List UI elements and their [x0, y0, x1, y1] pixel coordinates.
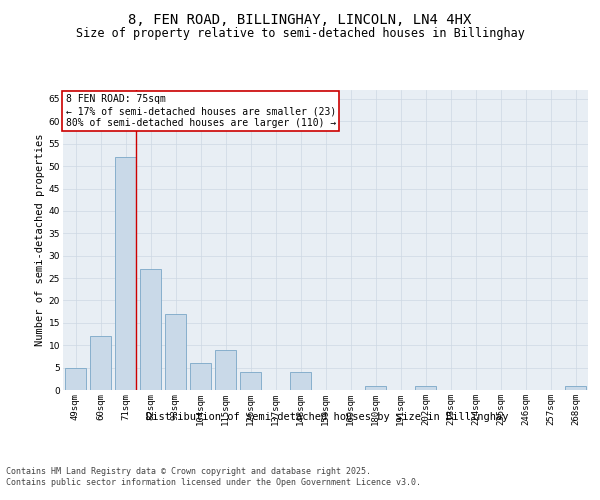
- Bar: [565, 386, 586, 390]
- Bar: [215, 350, 236, 390]
- Bar: [140, 269, 161, 390]
- Bar: [290, 372, 311, 390]
- Text: Size of property relative to semi-detached houses in Billinghay: Size of property relative to semi-detach…: [76, 28, 524, 40]
- Bar: [65, 368, 86, 390]
- Bar: [415, 386, 436, 390]
- Text: 8, FEN ROAD, BILLINGHAY, LINCOLN, LN4 4HX: 8, FEN ROAD, BILLINGHAY, LINCOLN, LN4 4H…: [128, 12, 472, 26]
- Bar: [240, 372, 261, 390]
- Text: Contains HM Land Registry data © Crown copyright and database right 2025.
Contai: Contains HM Land Registry data © Crown c…: [6, 468, 421, 487]
- Bar: [115, 157, 136, 390]
- Text: Distribution of semi-detached houses by size in Billinghay: Distribution of semi-detached houses by …: [146, 412, 508, 422]
- Bar: [365, 386, 386, 390]
- Text: 8 FEN ROAD: 75sqm
← 17% of semi-detached houses are smaller (23)
80% of semi-det: 8 FEN ROAD: 75sqm ← 17% of semi-detached…: [65, 94, 336, 128]
- Y-axis label: Number of semi-detached properties: Number of semi-detached properties: [35, 134, 44, 346]
- Bar: [90, 336, 111, 390]
- Bar: [165, 314, 186, 390]
- Bar: [190, 363, 211, 390]
